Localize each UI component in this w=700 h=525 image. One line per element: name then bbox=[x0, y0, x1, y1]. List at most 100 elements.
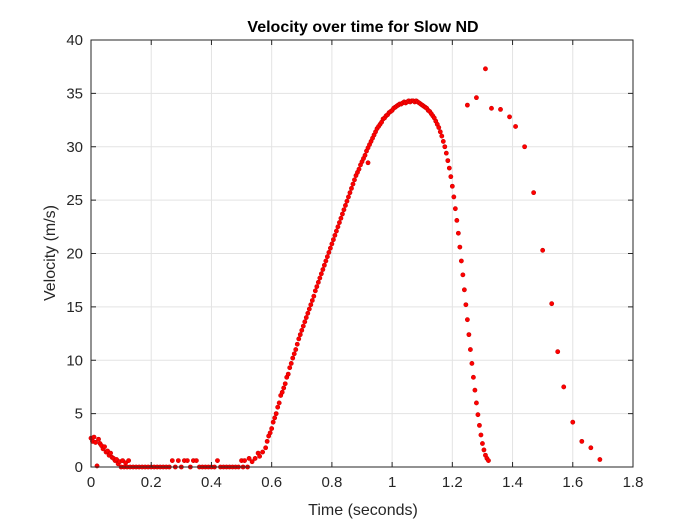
data-point bbox=[477, 422, 482, 428]
data-point bbox=[282, 381, 288, 387]
data-point bbox=[365, 160, 371, 166]
data-point bbox=[457, 244, 463, 250]
data-point bbox=[252, 456, 258, 461]
data-point bbox=[126, 458, 132, 463]
data-point bbox=[260, 449, 266, 455]
x-tick-label: 1.4 bbox=[502, 474, 523, 491]
data-point bbox=[483, 66, 488, 72]
data-point bbox=[458, 258, 464, 264]
data-point bbox=[464, 102, 470, 108]
data-point bbox=[352, 177, 357, 183]
data-point bbox=[300, 323, 306, 329]
data-point bbox=[475, 412, 481, 418]
data-point bbox=[347, 190, 353, 196]
data-point bbox=[108, 450, 113, 456]
data-point bbox=[455, 230, 461, 236]
data-point bbox=[350, 181, 356, 187]
data-point bbox=[242, 458, 247, 463]
data-point bbox=[445, 158, 451, 164]
x-tick-label: 1.2 bbox=[442, 474, 463, 491]
data-point bbox=[281, 385, 287, 391]
data-point bbox=[460, 272, 466, 278]
data-point bbox=[588, 445, 594, 451]
data-point bbox=[436, 125, 442, 130]
data-point bbox=[463, 302, 469, 308]
data-point bbox=[507, 114, 512, 120]
y-axis-label: Velocity (m/s) bbox=[42, 205, 59, 301]
data-point bbox=[486, 458, 491, 463]
data-point bbox=[279, 389, 285, 395]
x-tick-label: 0.8 bbox=[321, 474, 342, 491]
x-tick-label: 0.2 bbox=[141, 474, 162, 491]
data-point bbox=[291, 351, 297, 357]
data-point bbox=[340, 211, 345, 217]
data-point bbox=[324, 254, 330, 260]
data-point bbox=[296, 336, 302, 342]
data-point bbox=[443, 150, 449, 156]
data-point bbox=[466, 332, 472, 338]
data-point bbox=[315, 279, 321, 285]
data-point bbox=[472, 387, 478, 393]
data-point bbox=[175, 458, 181, 463]
data-point bbox=[344, 198, 350, 204]
data-point bbox=[343, 203, 348, 208]
data-point bbox=[287, 365, 293, 371]
data-point bbox=[362, 152, 368, 158]
data-point bbox=[288, 361, 294, 366]
data-point bbox=[452, 206, 458, 212]
data-point bbox=[297, 332, 303, 338]
data-point bbox=[263, 445, 269, 451]
data-point bbox=[448, 174, 454, 180]
x-tick-label: 1 bbox=[388, 474, 396, 491]
data-point bbox=[321, 262, 327, 268]
y-tick-label: 10 bbox=[66, 352, 83, 369]
x-tick-label: 1.8 bbox=[623, 474, 644, 491]
data-point bbox=[303, 315, 309, 320]
data-point bbox=[249, 459, 255, 465]
data-point bbox=[306, 306, 312, 312]
y-tick-label: 25 bbox=[66, 192, 83, 209]
data-point bbox=[269, 426, 275, 431]
data-point bbox=[96, 436, 101, 442]
data-point bbox=[309, 298, 315, 303]
data-point bbox=[341, 207, 347, 213]
data-point bbox=[461, 287, 467, 293]
data-point bbox=[246, 456, 252, 461]
data-point bbox=[570, 419, 576, 425]
data-point bbox=[446, 165, 452, 171]
data-point bbox=[272, 415, 278, 421]
x-tick-label: 1.6 bbox=[562, 474, 583, 491]
data-point bbox=[290, 355, 296, 361]
data-point bbox=[305, 310, 311, 316]
data-point bbox=[471, 374, 476, 380]
data-point bbox=[169, 458, 175, 463]
data-point bbox=[531, 190, 537, 196]
data-point bbox=[317, 275, 323, 281]
data-point bbox=[273, 411, 279, 417]
data-point bbox=[330, 237, 336, 243]
data-point bbox=[579, 438, 585, 444]
data-point bbox=[464, 317, 470, 323]
data-point bbox=[102, 444, 107, 450]
data-point bbox=[474, 400, 479, 406]
data-point bbox=[326, 250, 332, 255]
y-tick-label: 15 bbox=[66, 299, 83, 316]
data-point bbox=[442, 144, 448, 150]
data-point bbox=[285, 371, 291, 377]
data-point bbox=[318, 271, 324, 277]
data-point bbox=[299, 327, 305, 333]
data-point bbox=[308, 302, 314, 308]
data-point bbox=[257, 453, 263, 459]
x-axis-label: Time (seconds) bbox=[308, 502, 418, 519]
axis-ticks: 0 0.2 0.4 0.6 0.8 1 1.2 1.4 1.6 1.8 0 5 10 15 20 25 30 35… bbox=[66, 32, 643, 491]
data-point bbox=[349, 185, 354, 191]
data-point bbox=[437, 129, 443, 135]
data-point bbox=[275, 404, 281, 410]
data-point bbox=[320, 267, 326, 272]
data-point bbox=[91, 434, 97, 440]
data-point bbox=[327, 245, 333, 251]
data-point bbox=[346, 194, 351, 200]
data-point bbox=[451, 194, 457, 200]
